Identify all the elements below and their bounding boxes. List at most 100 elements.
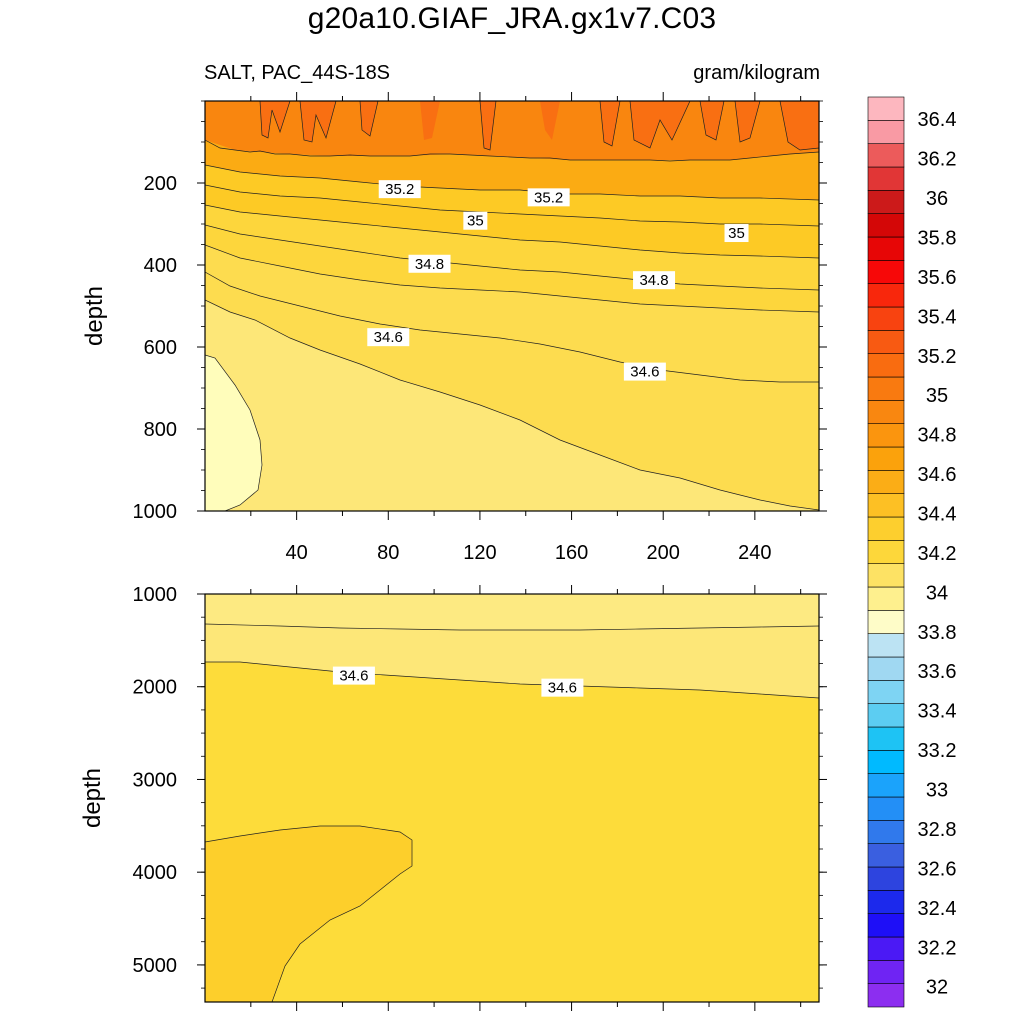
colorbar-swatch [867, 796, 905, 821]
colorbar-label: 34.8 [918, 425, 957, 447]
colorbar-swatch [867, 423, 905, 448]
colorbar-swatch [867, 960, 905, 984]
contour-label-box [408, 254, 451, 273]
ytick-label: 5000 [133, 955, 178, 977]
fill-34-8-lower [205, 826, 412, 1002]
lower-panel-frame [204, 593, 820, 1003]
lower-ylabel: depth [79, 768, 106, 828]
contour-label-box [367, 328, 410, 347]
colorbar-swatch [867, 890, 905, 914]
colorbar-label: 33.8 [918, 622, 957, 644]
colorbar-swatch [867, 166, 905, 191]
contour-label-box [463, 211, 488, 230]
chart-title: g20a10.GIAF_JRA.gx1v7.C03 [307, 2, 717, 35]
contour-label-text: 34.8 [415, 256, 444, 273]
colorbar-label: 35.2 [918, 346, 957, 368]
contour-label-text: 34.8 [639, 272, 668, 289]
xtick-label: 240 [738, 542, 771, 564]
colorbar-swatch [867, 283, 905, 308]
contour-label-box [633, 271, 676, 290]
lower-contour-lines [205, 623, 819, 1002]
colorbar-label: 34.2 [918, 543, 957, 565]
ytick-label: 400 [144, 255, 177, 277]
contour-label: 35 [463, 211, 488, 230]
contour-line-lower-34-6 [205, 661, 819, 699]
fill-34-2-region [205, 355, 262, 511]
contour-line-34-2 [205, 354, 263, 511]
ytick-label: 1000 [133, 501, 178, 523]
contour-label: 35.2 [378, 180, 421, 199]
colorbar: 32 32.2 32.4 32.6 32.8 33 33.2 33.4 33.6 33.8 34 34… [867, 96, 957, 1008]
contour-label-box [332, 666, 375, 685]
colorbar-label: 32.4 [918, 898, 957, 920]
colorbar-swatch [867, 213, 905, 238]
contour-line-lower-top [205, 623, 819, 631]
contour-line-lower-34-8 [205, 825, 413, 1002]
colorbar-swatch [867, 680, 905, 704]
contour-line-35b [205, 204, 819, 259]
upper-panel-fill [205, 101, 819, 511]
colorbar-swatch [867, 306, 905, 331]
colorbar-swatch [867, 610, 905, 634]
contour-label-box [724, 224, 749, 243]
colorbar-swatch [867, 96, 905, 121]
colorbar-label: 35.6 [918, 267, 957, 289]
colorbar-swatch [867, 750, 905, 774]
contour-label-text: 34.6 [630, 364, 659, 381]
colorbar-swatch [867, 843, 905, 868]
colorbar-swatch [867, 516, 905, 541]
colorbar-label: 35 [926, 385, 948, 407]
contour-label-text: 34.6 [548, 680, 577, 697]
lower-panel: 34.6 34.6 1000 2000 3000 4000 5000 depth [79, 584, 827, 1011]
colorbar-swatch [867, 656, 905, 681]
contour-label-text: 35 [467, 213, 484, 230]
contour-label: 35.2 [527, 188, 570, 207]
colorbar-label: 33 [926, 780, 948, 802]
colorbar-label: 33.4 [918, 701, 957, 723]
colorbar-label: 34.6 [918, 464, 957, 486]
colorbar-label: 33.6 [918, 661, 957, 683]
upper-panel: 35.2 35.2 35 35 34.8 34.8 34.6 34.6 200 400 600 80… [81, 92, 827, 564]
contour-line-35 [205, 184, 819, 227]
contour-label: 34.6 [623, 362, 666, 381]
variable-label: SALT, PAC_44S-18S [204, 62, 391, 84]
colorbar-swatch [867, 446, 905, 471]
contour-label-box [541, 678, 584, 697]
colorbar-swatch [867, 913, 905, 938]
colorbar-swatch [867, 773, 905, 798]
contour-label-text: 35.2 [534, 189, 563, 206]
contour-label: 34.6 [541, 678, 584, 697]
colorbar-swatch [867, 820, 905, 844]
ytick-label: 200 [144, 173, 177, 195]
colorbar-swatch [867, 493, 905, 518]
colorbar-label: 32.2 [918, 937, 957, 959]
colorbar-swatch [867, 236, 905, 261]
contour-label: 35 [724, 224, 749, 243]
contour-label: 34.6 [367, 328, 410, 347]
contour-line-35-2 [205, 139, 819, 162]
contour-line-35-2b [205, 164, 819, 201]
xtick-label: 120 [463, 542, 496, 564]
contour-label-box [378, 180, 421, 199]
units-label: gram/kilogram [693, 62, 820, 84]
colorbar-label: 36.2 [918, 149, 957, 171]
colorbar-swatch [867, 563, 905, 588]
colorbar-label: 36 [926, 188, 948, 210]
colorbar-swatch [867, 260, 905, 284]
contour-line-upper-spikes [259, 101, 819, 151]
lower-contour-labels: 34.6 34.6 [332, 666, 584, 697]
ytick-label: 1000 [133, 584, 178, 606]
lower-panel-fill [205, 594, 819, 1002]
colorbar-swatch [867, 936, 905, 961]
contour-label-text: 34.6 [339, 668, 368, 685]
contour-label-text: 34.6 [374, 329, 403, 346]
colorbar-label: 35.8 [918, 227, 957, 249]
colorbar-swatch [867, 470, 905, 494]
colorbar-label: 34.4 [918, 504, 957, 526]
colorbar-label: 32.8 [918, 819, 957, 841]
contour-label: 34.6 [332, 666, 375, 685]
colorbar-swatch [867, 703, 905, 728]
contour-label: 34.8 [633, 271, 676, 290]
xtick-label: 40 [286, 542, 308, 564]
colorbar-swatch [867, 143, 905, 168]
